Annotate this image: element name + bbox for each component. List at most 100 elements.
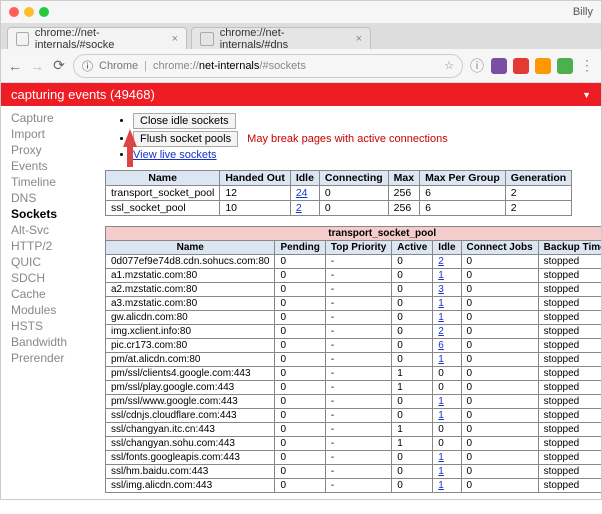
omnibox[interactable]: ⓘ Chrome | chrome://net-internals/#socke… [73, 54, 463, 78]
tab-strip: chrome://net-internals/#socke × chrome:/… [1, 23, 601, 49]
url-part: net-internals [199, 60, 260, 72]
close-tab-icon[interactable]: × [356, 33, 362, 45]
banner-toggle-icon[interactable]: ▼ [582, 90, 591, 100]
col-header: Name [106, 171, 220, 186]
col-header: Active [392, 241, 433, 255]
idle-link[interactable]: 1 [438, 354, 444, 365]
sidebar-item-timeline[interactable]: Timeline [1, 174, 97, 190]
min-window-dot[interactable] [24, 7, 34, 17]
col-header: Max Per Group [420, 171, 506, 186]
col-header: Connect Jobs [461, 241, 538, 255]
table-row: ssl/changyan.itc.cn:4430-100stoppedfalse [106, 423, 602, 437]
idle-link[interactable]: 1 [438, 410, 444, 421]
bookmark-icon[interactable]: ☆ [444, 59, 454, 72]
browser-tab-inactive[interactable]: chrome://net-internals/#dns × [191, 27, 371, 49]
table-row: a3.mzstatic.com:800-010stoppedfalse [106, 297, 602, 311]
browser-tab-active[interactable]: chrome://net-internals/#socke × [7, 27, 187, 49]
address-bar: ← → ⟳ ⓘ Chrome | chrome://net-internals/… [1, 49, 601, 83]
tab-title: chrome://net-internals/#socke [35, 27, 166, 51]
close-tab-icon[interactable]: × [172, 33, 178, 45]
page-icon [16, 32, 29, 46]
table-row: a2.mzstatic.com:800-030stoppedfalse [106, 283, 602, 297]
nav-sidebar: CaptureImportProxyEventsTimelineDNSSocke… [1, 106, 97, 499]
forward-button[interactable]: → [29, 58, 45, 74]
sidebar-item-bandwidth[interactable]: Bandwidth [1, 334, 97, 350]
table-row: gw.alicdn.com:800-010stoppedfalse [106, 311, 602, 325]
col-header: Idle [433, 241, 461, 255]
table-row: ssl_socket_pool102025662 [106, 201, 572, 216]
col-header: Top Priority [325, 241, 391, 255]
main-panel: Close idle sockets Flush socket pools Ma… [97, 106, 601, 499]
col-header: Idle [290, 171, 319, 186]
capture-banner: capturing events (49468) ▼ [1, 83, 601, 106]
table-row: img.xclient.info:800-020stoppedfalse [106, 325, 602, 339]
sidebar-item-hsts[interactable]: HSTS [1, 318, 97, 334]
url-part: /#sockets [259, 60, 305, 72]
close-window-dot[interactable] [9, 7, 19, 17]
col-header: Connecting [319, 171, 388, 186]
idle-link[interactable]: 1 [438, 396, 444, 407]
col-header: Handed Out [220, 171, 291, 186]
table-row: pm/ssl/play.google.com:4430-100stoppedfa… [106, 381, 602, 395]
idle-link[interactable]: 1 [438, 480, 444, 491]
warning-text: May break pages with active connections [247, 133, 448, 145]
idle-link[interactable]: 2 [296, 202, 302, 214]
sidebar-item-altsvc[interactable]: Alt-Svc [1, 222, 97, 238]
idle-link[interactable]: 2 [438, 256, 444, 267]
banner-text: capturing events (49468) [11, 87, 155, 102]
pool-title: transport_socket_pool [106, 227, 602, 241]
idle-link[interactable]: 6 [438, 340, 444, 351]
url-part: chrome:// [153, 60, 199, 72]
sidebar-item-proxy[interactable]: Proxy [1, 142, 97, 158]
sidebar-item-sdch[interactable]: SDCH [1, 270, 97, 286]
sidebar-item-capture[interactable]: Capture [1, 110, 97, 126]
col-header: Pending [275, 241, 325, 255]
sidebar-item-dns[interactable]: DNS [1, 190, 97, 206]
sidebar-item-modules[interactable]: Modules [1, 302, 97, 318]
idle-link[interactable]: 1 [438, 312, 444, 323]
idle-link[interactable]: 24 [296, 187, 308, 199]
col-header: Backup Timer [538, 241, 601, 255]
table-row: pm/ssl/www.google.com:4430-010stoppedfal… [106, 395, 602, 409]
table-row: ssl/changyan.sohu.com:4430-100stoppedfal… [106, 437, 602, 451]
close-idle-sockets-button[interactable]: Close idle sockets [133, 113, 236, 129]
titlebar: Billy [1, 1, 601, 23]
reload-button[interactable]: ⟳ [51, 57, 67, 74]
flush-socket-pools-button[interactable]: Flush socket pools [133, 131, 238, 147]
sidebar-item-prerender[interactable]: Prerender [1, 350, 97, 366]
idle-link[interactable]: 1 [438, 466, 444, 477]
table-row: pm/at.alicdn.com:800-010stoppedfalse [106, 353, 602, 367]
idle-link[interactable]: 1 [438, 270, 444, 281]
summary-table: NameHanded OutIdleConnectingMaxMax Per G… [105, 170, 572, 216]
sidebar-item-import[interactable]: Import [1, 126, 97, 142]
pointer-arrow-icon [123, 129, 137, 147]
profile-name[interactable]: Billy [573, 6, 593, 18]
col-header: Generation [505, 171, 571, 186]
extension-icon[interactable] [491, 58, 507, 74]
max-window-dot[interactable] [39, 7, 49, 17]
idle-link[interactable]: 3 [438, 284, 444, 295]
table-row: 0d077ef9e74d8.cdn.sohucs.com:800-020stop… [106, 255, 602, 269]
extension-icon[interactable] [513, 58, 529, 74]
tab-title: chrome://net-internals/#dns [220, 27, 350, 51]
sidebar-item-cache[interactable]: Cache [1, 286, 97, 302]
idle-link[interactable]: 2 [438, 326, 444, 337]
idle-link[interactable]: 1 [438, 298, 444, 309]
site-info-icon[interactable]: ⓘ [82, 58, 93, 74]
view-live-sockets-link[interactable]: View live sockets [133, 149, 217, 161]
sidebar-item-sockets[interactable]: Sockets [1, 206, 97, 222]
sidebar-item-events[interactable]: Events [1, 158, 97, 174]
url-scheme-label: Chrome [99, 60, 138, 72]
table-row: ssl/img.alicdn.com:4430-010stoppedfalse [106, 479, 602, 493]
menu-icon[interactable]: ⋮ [579, 57, 595, 74]
col-header: Max [388, 171, 419, 186]
sidebar-item-http2[interactable]: HTTP/2 [1, 238, 97, 254]
page-icon [200, 32, 214, 46]
idle-link[interactable]: 1 [438, 452, 444, 463]
extension-icon[interactable] [557, 58, 573, 74]
sidebar-item-quic[interactable]: QUIC [1, 254, 97, 270]
back-button[interactable]: ← [7, 58, 23, 74]
pool-table: transport_socket_poolNamePendingTop Prio… [105, 226, 601, 493]
info-icon[interactable]: ⓘ [469, 56, 485, 76]
extension-icon[interactable] [535, 58, 551, 74]
